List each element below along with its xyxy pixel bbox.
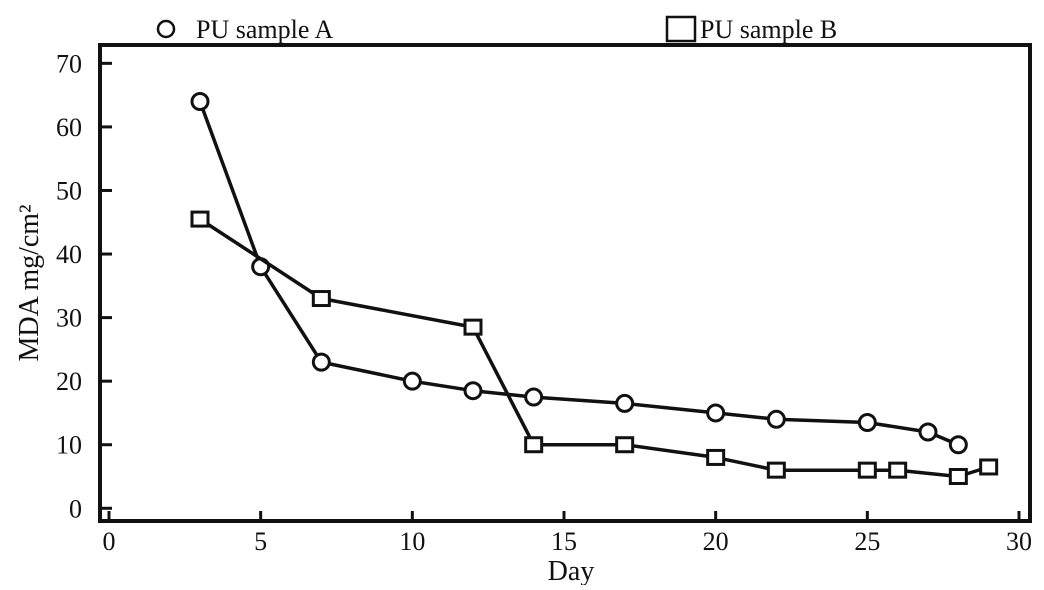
y-tick-label: 30 [56,304,82,333]
x-tick-label: 0 [103,527,116,556]
data-point [190,91,210,111]
series-layer [190,91,999,486]
x-tick-label: 10 [399,527,425,556]
data-point [766,461,786,479]
data-point [402,371,422,391]
legend-label-b: PU sample B [700,15,837,44]
x-tick-label: 25 [854,527,880,556]
data-point [190,210,210,228]
data-point [615,393,635,413]
data-point [857,412,877,432]
data-point [706,403,726,423]
data-point [948,435,968,455]
data-point [979,458,999,476]
y-tick-label: 40 [56,240,82,269]
legend-item-b: PU sample B [665,15,837,44]
x-tick-label: 15 [551,527,577,556]
data-point [918,422,938,442]
legend-marker-square [665,15,697,43]
series-b [190,210,999,486]
series-line [199,217,990,479]
plot-frame [98,43,1032,523]
data-point [524,387,544,407]
legend-label-a: PU sample A [196,15,333,44]
legend-item-a: PU sample A [156,15,333,44]
y-tick-label: 60 [56,113,82,142]
y-tick-label: 50 [56,176,82,205]
data-point [766,409,786,429]
data-point [948,468,968,486]
data-point [615,436,635,454]
data-point [311,352,331,372]
x-tick-label: 5 [254,527,267,556]
data-point [463,381,483,401]
legend-marker-circle [156,19,176,39]
legend: PU sample A PU sample B [156,15,837,44]
x-tick-label: 20 [703,527,729,556]
data-point [463,318,483,336]
y-axis-title: MDA mg/cm² [14,205,45,362]
x-tick-label: 30 [1006,527,1032,556]
data-point [524,436,544,454]
y-tick-label: 20 [56,367,82,396]
series-a [190,91,968,455]
y-tick-label: 10 [56,431,82,460]
data-point [311,290,331,308]
y-tick-label: 70 [56,49,82,78]
data-point [706,448,726,466]
data-point [857,461,877,479]
series-line [198,100,959,447]
x-axis-title: Day [548,556,595,585]
y-tick-label: 0 [69,494,82,523]
axis-ticks: 0 10 20 30 40 50 60 70 0 5 10 15 20 25 30 [56,49,1032,556]
data-point [888,461,908,479]
